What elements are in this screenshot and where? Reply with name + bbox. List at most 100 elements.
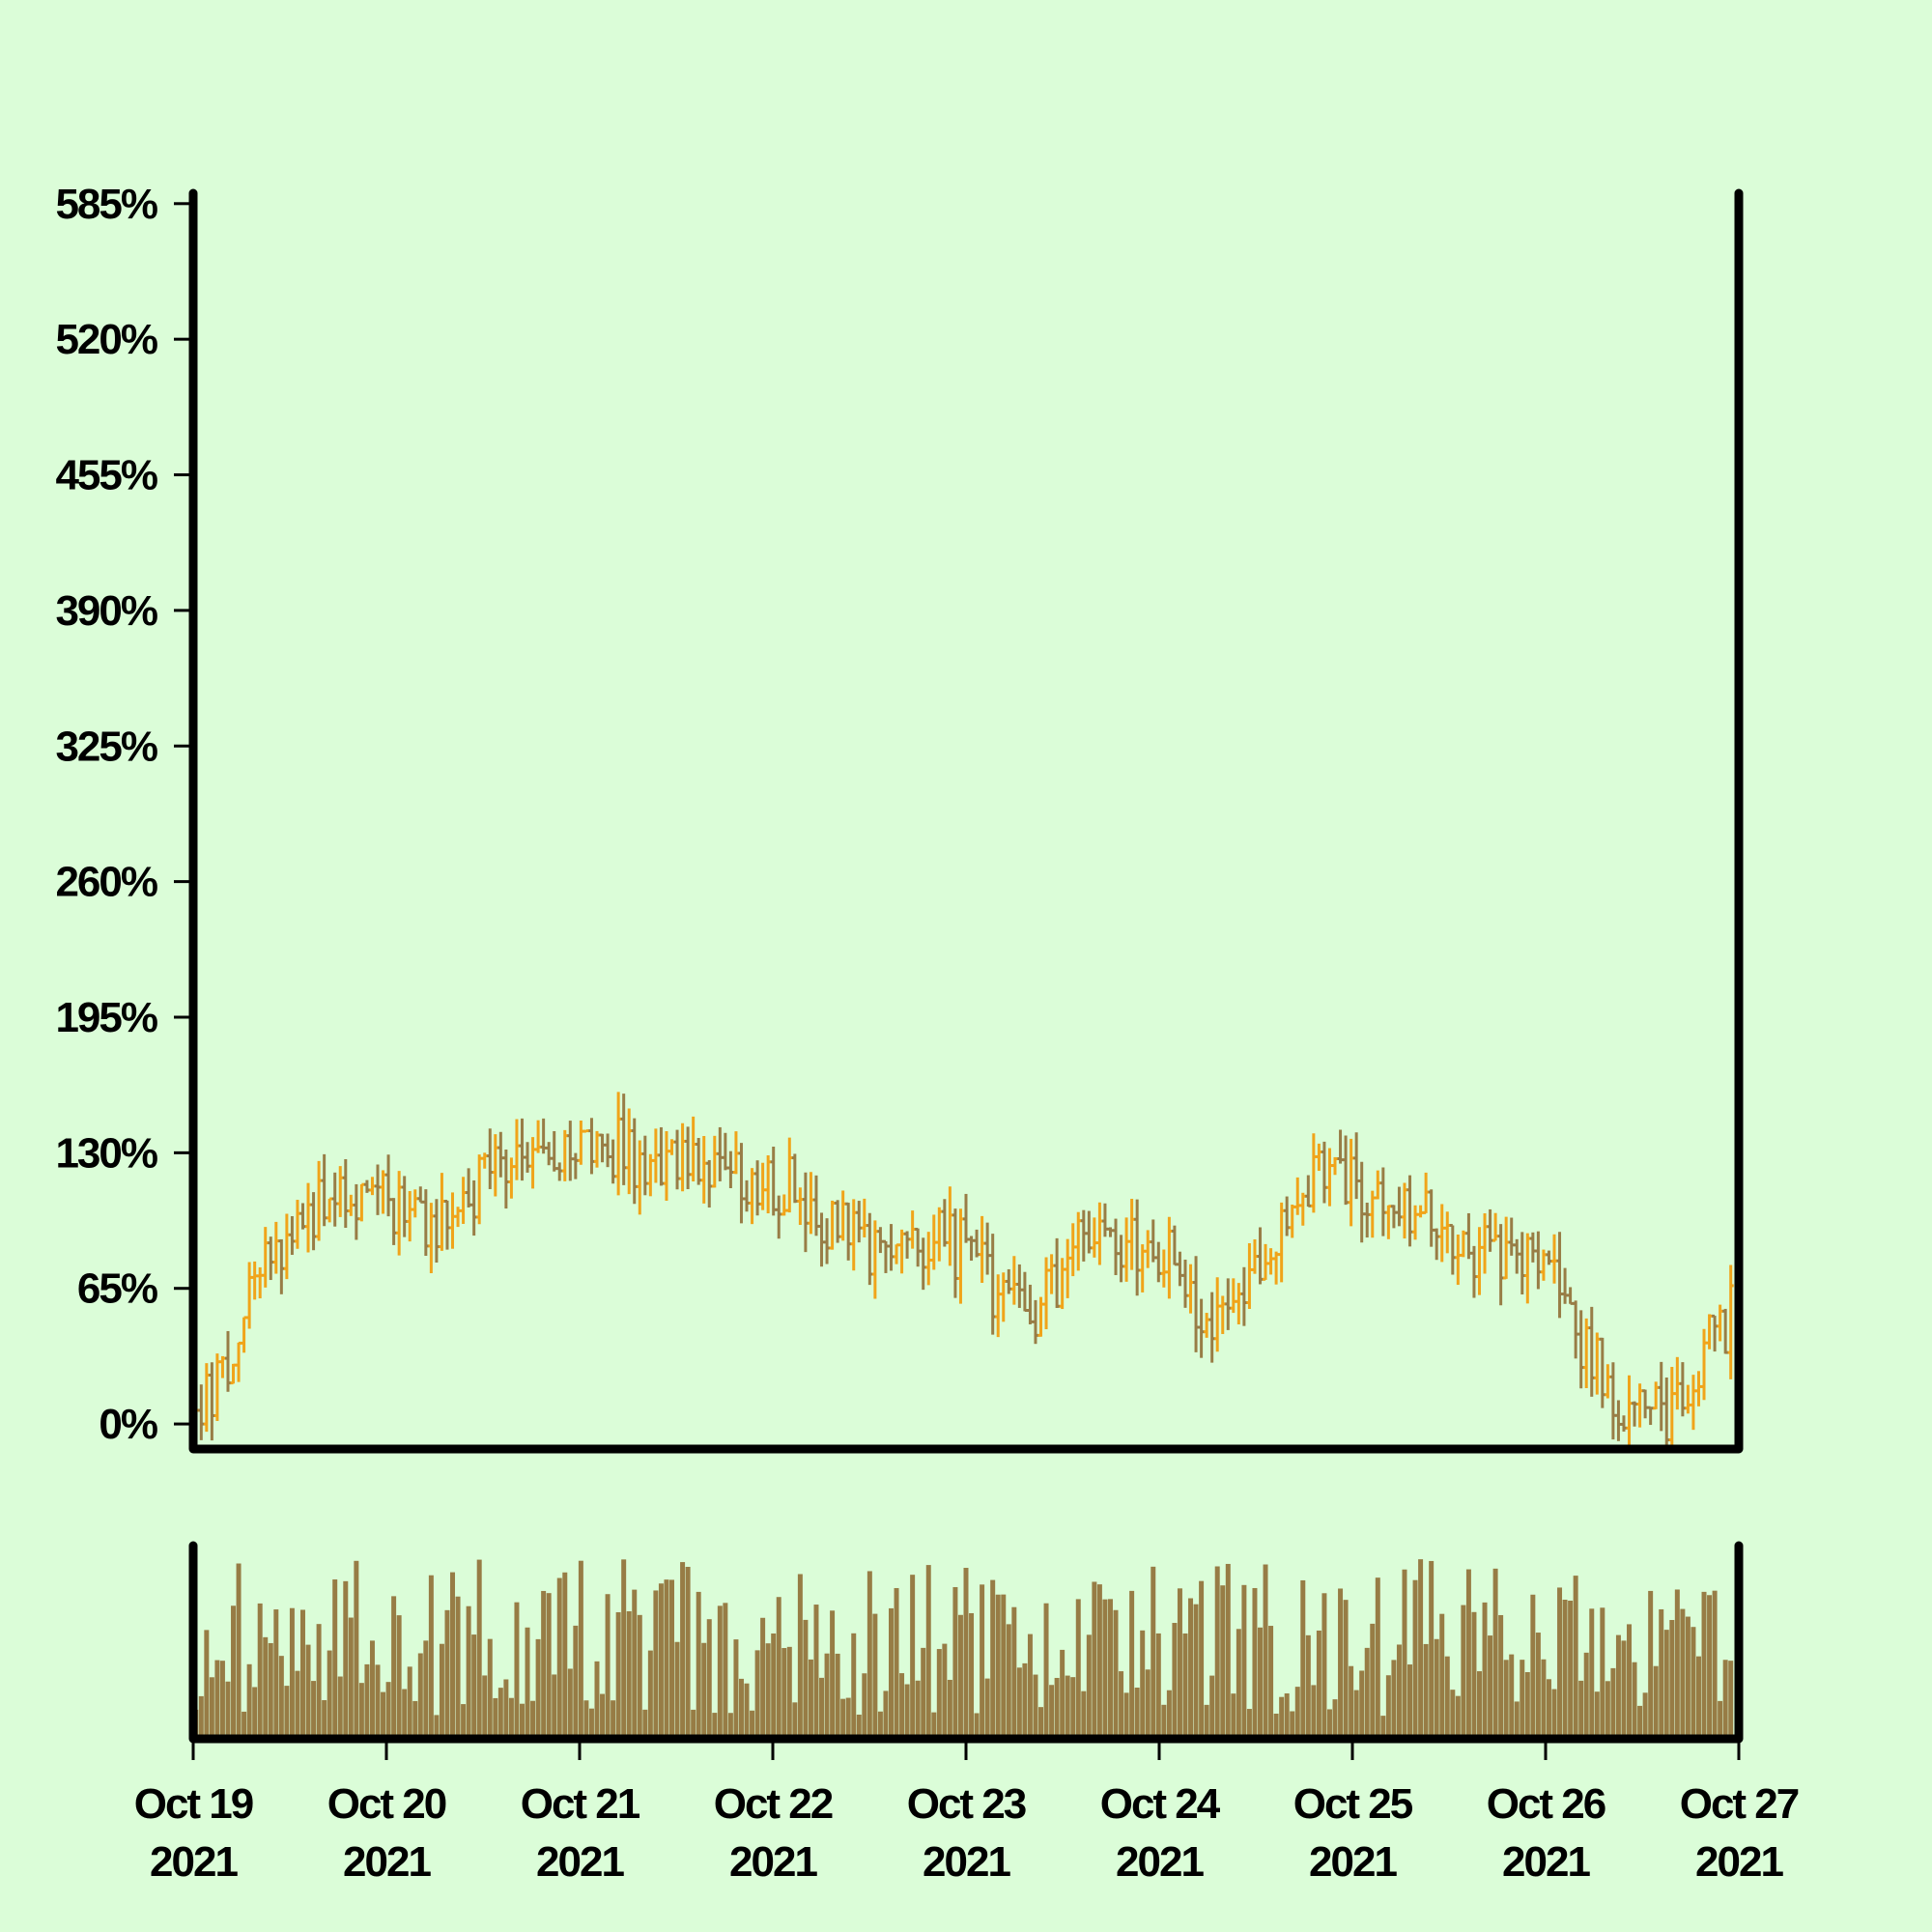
ohlc-bar: [283, 1213, 290, 1280]
x-tick-year-label: 2021: [923, 1838, 1010, 1886]
volume-bar: [487, 1638, 493, 1739]
volume-bar: [1562, 1600, 1568, 1739]
volume-bar: [1006, 1624, 1011, 1739]
volume-bar: [1092, 1581, 1097, 1739]
volume-bar: [1444, 1656, 1450, 1739]
volume-bar: [1402, 1569, 1407, 1739]
ohlc-bar: [1653, 1381, 1660, 1410]
volume-bar: [738, 1678, 744, 1739]
y-tick-label: 585%: [55, 181, 156, 228]
volume-bar: [1054, 1677, 1060, 1739]
volume-bar: [1268, 1626, 1274, 1739]
volume-bar: [1690, 1627, 1696, 1739]
volume-bar: [936, 1649, 942, 1739]
volume-bar: [1338, 1588, 1344, 1739]
ohlc-bar: [1423, 1172, 1430, 1214]
volume-bar: [792, 1702, 798, 1739]
ohlc-bar: [1134, 1199, 1141, 1296]
ohlc-bar: [882, 1239, 889, 1273]
ohlc-bar: [224, 1330, 231, 1392]
ohlc-bar: [770, 1147, 777, 1216]
volume-bar: [514, 1602, 520, 1739]
ohlc-bar: [241, 1316, 247, 1353]
volume-bar: [984, 1678, 990, 1739]
volume-bar: [1434, 1638, 1439, 1739]
ohlc-bar: [1193, 1256, 1200, 1352]
volume-bar: [1589, 1608, 1595, 1739]
x-tick-year-label: 2021: [536, 1838, 624, 1886]
volume-bar: [541, 1590, 547, 1739]
volume-bar: [1524, 1671, 1530, 1739]
volume-bar: [957, 1614, 963, 1739]
volume-bar: [1637, 1705, 1643, 1739]
volume-bar: [1546, 1679, 1551, 1739]
x-tick-label: Oct 24: [1100, 1780, 1221, 1828]
ohlc-bar: [1434, 1228, 1440, 1261]
volume-bar: [1418, 1559, 1424, 1739]
ohlc-bar: [567, 1121, 574, 1181]
volume-bar: [1600, 1607, 1605, 1739]
ohlc-bar: [968, 1236, 975, 1262]
volume-bar: [396, 1615, 402, 1739]
ohlc-bar: [781, 1194, 787, 1216]
ohlc-bar: [369, 1177, 376, 1196]
x-tick-year-label: 2021: [1695, 1838, 1783, 1886]
volume-bar: [1349, 1665, 1354, 1739]
volume-bar: [632, 1589, 638, 1739]
ohlc-bar: [1236, 1283, 1242, 1325]
volume-bar: [525, 1627, 530, 1739]
volume-bar: [375, 1664, 381, 1739]
volume-bar: [391, 1596, 397, 1739]
ohlc-bar: [1065, 1238, 1071, 1298]
x-tick-label: Oct 22: [714, 1780, 833, 1828]
ohlc-bar: [289, 1216, 296, 1255]
volume-bar: [1551, 1689, 1557, 1739]
volume-bar: [369, 1640, 375, 1739]
ohlc-bar: [593, 1130, 600, 1168]
price-panel: 0% 65% 130% 195% 260% 325% 390% 455% 520% 585%: [55, 181, 1744, 1454]
ohlc-bar: [706, 1159, 713, 1208]
volume-bar: [931, 1712, 937, 1739]
ohlc-bar: [995, 1274, 1002, 1338]
ohlc-bar: [845, 1202, 852, 1261]
volume-bar: [1471, 1611, 1477, 1739]
volume-bar: [1316, 1630, 1321, 1739]
volume-bar: [219, 1661, 225, 1739]
ohlc-bar: [407, 1190, 413, 1242]
ohlc-bar: [1626, 1375, 1633, 1449]
ohlc-bar: [652, 1128, 659, 1183]
ohlc-bar: [1343, 1135, 1350, 1206]
volume-bar: [273, 1609, 279, 1739]
ohlc-bar: [1225, 1278, 1232, 1330]
ohlc-bar: [861, 1198, 867, 1237]
ohlc-bar: [904, 1231, 911, 1259]
volume-bar: [653, 1590, 659, 1739]
ohlc-bar: [1257, 1227, 1264, 1285]
ohlc-bar: [1546, 1250, 1552, 1265]
volume-bar: [567, 1668, 573, 1739]
ohlc-bar: [1535, 1231, 1542, 1290]
volume-bar: [444, 1609, 450, 1739]
volume-bar: [556, 1577, 562, 1739]
x-tick-year-label: 2021: [1116, 1838, 1204, 1886]
ohlc-bar: [1406, 1175, 1413, 1247]
volume-bar: [744, 1683, 750, 1739]
volume-bar: [434, 1715, 440, 1739]
volume-bar: [268, 1642, 273, 1739]
volume-bar: [1514, 1701, 1520, 1739]
volume-bar: [642, 1709, 648, 1739]
volume-bar: [867, 1571, 872, 1739]
ohlc-bar: [1396, 1186, 1403, 1227]
ohlc-bar: [839, 1190, 846, 1241]
ohlc-bar: [1299, 1192, 1306, 1226]
ohlc-bar: [1139, 1244, 1146, 1293]
volume-bar: [1659, 1608, 1664, 1739]
volume-bar: [727, 1713, 733, 1739]
volume-bar: [889, 1607, 894, 1739]
ohlc-bar: [439, 1173, 445, 1251]
ohlc-bar: [802, 1172, 809, 1253]
volume-bar: [1359, 1670, 1365, 1739]
ohlc-bar: [1390, 1205, 1397, 1229]
ohlc-bar: [1016, 1264, 1023, 1308]
volume-bar: [1648, 1590, 1654, 1739]
